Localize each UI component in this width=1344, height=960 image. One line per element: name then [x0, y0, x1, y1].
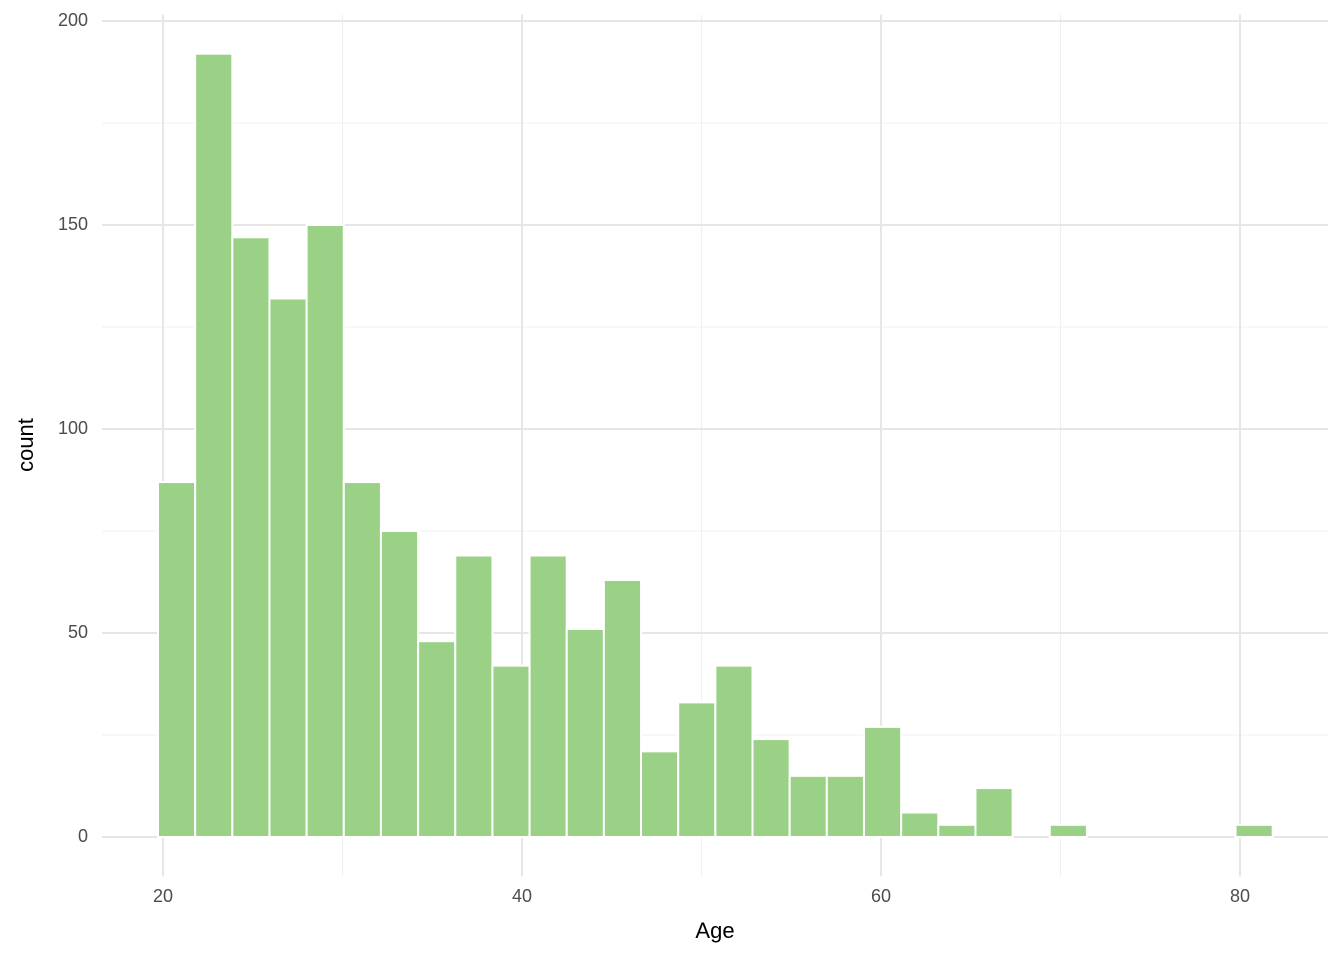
- x-axis-title: Age: [695, 918, 734, 943]
- bar: [788, 774, 828, 839]
- x-tick-label: 20: [153, 886, 173, 906]
- y-tick-label: 100: [58, 418, 88, 438]
- bar: [194, 52, 234, 839]
- y-tick-label: 50: [68, 622, 88, 642]
- bar: [937, 823, 977, 839]
- bar: [491, 664, 531, 839]
- x-tick-label: 60: [871, 886, 891, 906]
- bar: [974, 787, 1014, 839]
- bar: [379, 530, 420, 839]
- bar: [528, 554, 568, 839]
- x-tick-label: 40: [512, 886, 532, 906]
- x-tick-label: 80: [1230, 886, 1250, 906]
- bar: [602, 578, 643, 839]
- y-tick-label: 0: [78, 826, 88, 846]
- bar: [714, 664, 754, 839]
- y-axis-title: count: [13, 418, 38, 472]
- y-tick-label: 150: [58, 214, 88, 234]
- bar: [454, 554, 494, 839]
- bar: [417, 640, 457, 839]
- bar: [342, 481, 382, 839]
- bar: [900, 811, 940, 839]
- y-tick-label: 200: [58, 10, 88, 30]
- bar: [1048, 823, 1088, 839]
- bar: [305, 224, 345, 839]
- bar: [268, 297, 308, 839]
- bar: [862, 725, 903, 839]
- bar: [565, 627, 605, 839]
- bar: [677, 701, 717, 839]
- bar: [825, 774, 865, 839]
- bar: [157, 481, 197, 839]
- bar: [640, 750, 680, 839]
- bar: [231, 236, 271, 839]
- bar: [1234, 823, 1274, 839]
- bar: [751, 738, 791, 839]
